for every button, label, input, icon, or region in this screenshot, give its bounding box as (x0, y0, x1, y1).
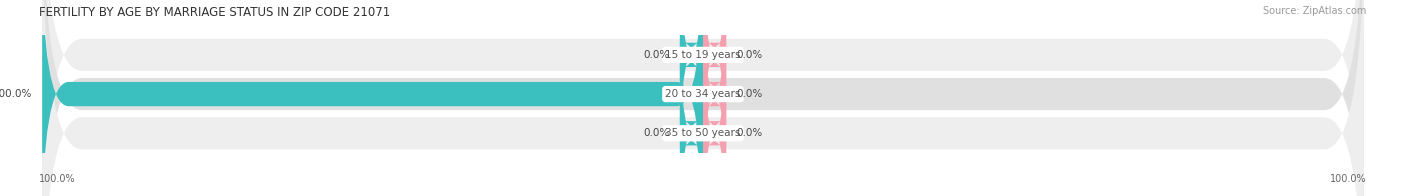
FancyBboxPatch shape (703, 28, 725, 196)
FancyBboxPatch shape (703, 0, 725, 196)
FancyBboxPatch shape (681, 0, 703, 160)
Text: 0.0%: 0.0% (737, 89, 762, 99)
Text: FERTILITY BY AGE BY MARRIAGE STATUS IN ZIP CODE 21071: FERTILITY BY AGE BY MARRIAGE STATUS IN Z… (39, 6, 391, 19)
Legend: Married, Unmarried: Married, Unmarried (634, 194, 772, 196)
Text: 100.0%: 100.0% (0, 89, 32, 99)
Text: 0.0%: 0.0% (644, 128, 669, 138)
Text: 100.0%: 100.0% (39, 174, 76, 184)
FancyBboxPatch shape (42, 0, 1364, 196)
Text: 35 to 50 years: 35 to 50 years (665, 128, 741, 138)
FancyBboxPatch shape (42, 0, 1364, 196)
FancyBboxPatch shape (42, 0, 1364, 196)
Text: 0.0%: 0.0% (644, 50, 669, 60)
FancyBboxPatch shape (703, 0, 725, 160)
Text: 15 to 19 years: 15 to 19 years (665, 50, 741, 60)
Text: 0.0%: 0.0% (737, 128, 762, 138)
Text: 100.0%: 100.0% (1330, 174, 1367, 184)
FancyBboxPatch shape (42, 0, 703, 196)
FancyBboxPatch shape (681, 28, 703, 196)
Text: 20 to 34 years: 20 to 34 years (665, 89, 741, 99)
Text: Source: ZipAtlas.com: Source: ZipAtlas.com (1263, 6, 1367, 16)
Text: 0.0%: 0.0% (737, 50, 762, 60)
